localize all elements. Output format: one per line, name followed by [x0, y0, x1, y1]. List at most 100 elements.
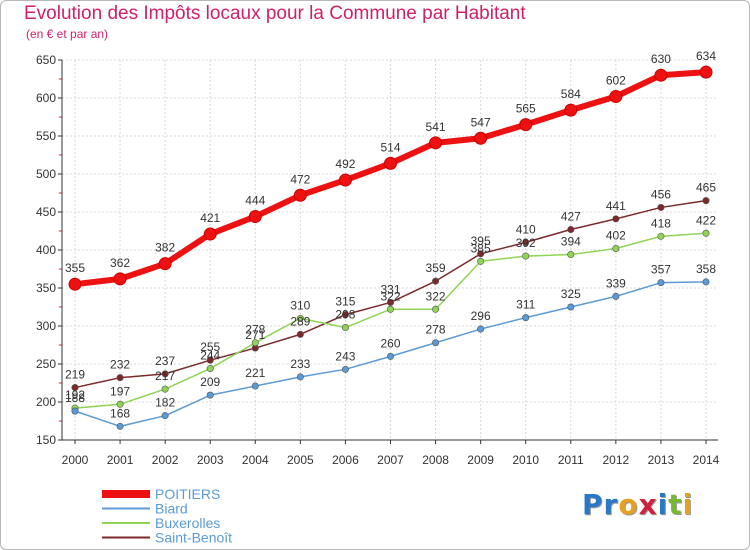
data-point: [519, 118, 533, 132]
data-point: [116, 422, 124, 430]
data-point: [161, 370, 169, 378]
legend-label: Saint-Benoît: [155, 530, 232, 546]
data-label: 322: [426, 289, 446, 303]
x-tick-label: 2005: [287, 453, 314, 467]
data-point: [161, 385, 169, 393]
data-label: 565: [516, 102, 536, 116]
data-point: [564, 103, 578, 117]
data-point: [432, 305, 440, 313]
data-label: 355: [65, 261, 85, 275]
data-label: 311: [516, 298, 535, 312]
data-point: [432, 277, 440, 285]
data-label: 602: [606, 73, 626, 87]
data-point: [657, 203, 665, 211]
data-point: [432, 339, 440, 347]
data-label: 584: [561, 87, 581, 101]
data-label: 209: [200, 375, 220, 389]
legend-label: Biard: [155, 501, 188, 517]
x-tick-label: 2006: [332, 453, 359, 467]
x-tick-label: 2009: [467, 453, 494, 467]
data-point: [338, 173, 352, 187]
data-point: [206, 391, 214, 399]
data-point: [567, 225, 575, 233]
data-label: 271: [245, 328, 265, 342]
data-point: [296, 373, 304, 381]
x-tick-label: 2007: [377, 453, 404, 467]
x-tick-label: 2014: [693, 453, 720, 467]
logo-letter: r: [603, 488, 619, 521]
data-label: 278: [426, 323, 446, 337]
data-label: 402: [606, 228, 626, 242]
data-label: 421: [200, 211, 220, 225]
legend-label: Buxerolles: [155, 515, 220, 531]
data-point: [702, 197, 710, 205]
data-label: 331: [380, 282, 400, 296]
y-tick-label: 650: [36, 53, 56, 67]
data-point: [567, 303, 575, 311]
data-label: 310: [290, 298, 310, 312]
data-point: [248, 210, 262, 224]
data-point: [341, 324, 349, 332]
x-tick-label: 2013: [648, 453, 675, 467]
logo-letter: i: [682, 488, 694, 521]
data-label: 427: [561, 209, 581, 223]
data-point: [522, 252, 530, 260]
data-label: 237: [155, 354, 175, 368]
logo-letter: x: [638, 488, 658, 521]
data-point: [477, 325, 485, 333]
data-label: 244: [200, 349, 220, 363]
data-point: [341, 365, 349, 373]
data-point: [702, 278, 710, 286]
data-label: 385: [471, 241, 491, 255]
data-point: [161, 412, 169, 420]
data-point: [477, 257, 485, 265]
data-label: 289: [290, 314, 310, 328]
data-label: 634: [696, 49, 716, 63]
y-tick-label: 500: [36, 167, 56, 181]
data-point: [522, 238, 530, 246]
data-point: [158, 257, 172, 271]
data-label: 422: [696, 213, 716, 227]
data-label: 472: [290, 172, 310, 186]
x-tick-label: 2003: [197, 453, 224, 467]
data-label: 392: [516, 236, 536, 250]
data-label: 255: [200, 340, 220, 354]
y-tick-label: 250: [36, 357, 56, 371]
data-point: [702, 229, 710, 237]
data-label: 260: [380, 336, 400, 350]
y-tick-label: 600: [36, 91, 56, 105]
data-point: [71, 384, 79, 392]
data-label: 358: [696, 262, 716, 276]
data-label: 192: [65, 388, 85, 402]
data-point: [699, 65, 713, 79]
data-label: 339: [606, 276, 626, 290]
data-point: [654, 68, 668, 82]
data-point: [68, 277, 82, 291]
data-point: [474, 131, 488, 145]
data-label: 219: [65, 368, 85, 382]
data-point: [251, 339, 259, 347]
data-point: [386, 352, 394, 360]
data-label: 221: [245, 366, 265, 380]
data-label: 217: [155, 369, 175, 383]
data-label: 168: [110, 406, 130, 420]
y-tick-label: 200: [36, 395, 56, 409]
data-point: [477, 250, 485, 258]
data-point: [296, 314, 304, 322]
chart-title: Evolution des Impôts locaux pour la Comm…: [24, 3, 526, 24]
data-point: [522, 314, 530, 322]
data-label: 456: [651, 187, 671, 201]
data-point: [384, 156, 397, 170]
logo-letter: P: [582, 488, 604, 521]
data-point: [341, 311, 349, 319]
data-point: [567, 251, 575, 259]
data-label: 278: [245, 323, 265, 337]
x-tick-label: 2000: [62, 453, 89, 467]
data-point: [251, 382, 259, 390]
data-label: 514: [380, 140, 400, 154]
data-label: 197: [110, 384, 130, 398]
data-label: 359: [426, 261, 446, 275]
data-point: [612, 292, 620, 300]
data-point: [293, 188, 307, 202]
data-point: [296, 330, 304, 338]
